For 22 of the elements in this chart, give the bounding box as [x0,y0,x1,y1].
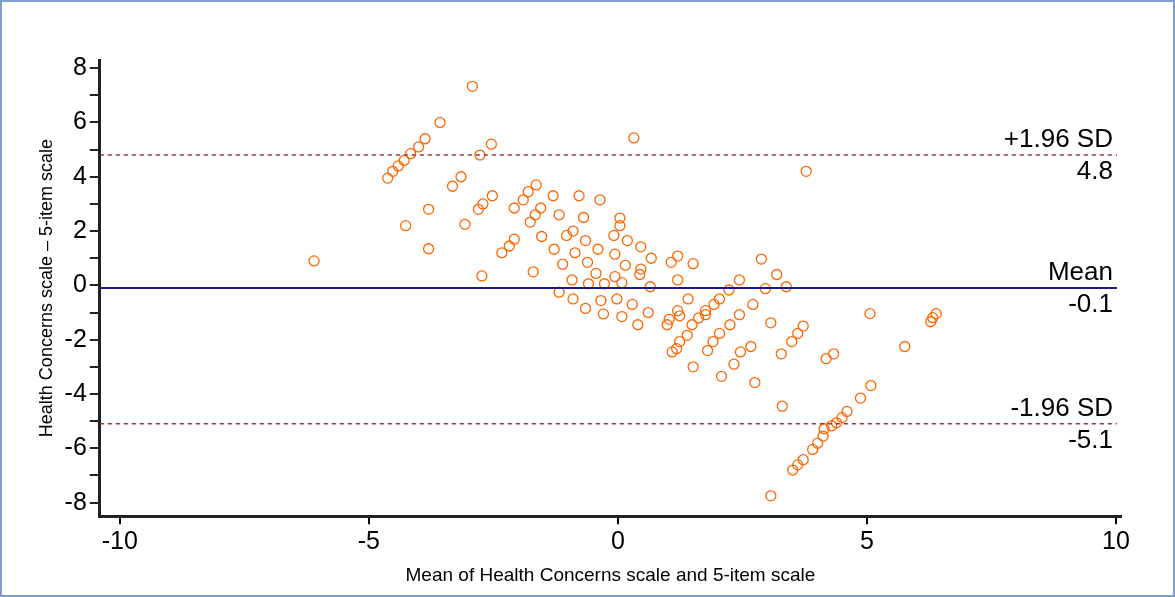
x-tick-label: -5 [357,526,380,555]
ref-line-label: -1.96 SD [1010,392,1113,423]
y-tick-label: 0 [72,269,87,298]
ref-line-label: Mean [1047,256,1113,287]
x-tick-label: 10 [1102,526,1130,555]
ref-line-label: +1.96 SD [1003,123,1113,154]
y-tick-label: 8 [72,52,87,81]
y-axis-title: Health Concerns scale – 5-item scale [35,139,56,438]
annotation: 4.8 [1076,155,1113,186]
x-tick-label: 0 [610,526,625,555]
x-tick-label: 5 [860,526,874,555]
y-tick-label: 2 [72,214,87,243]
x-tick-label: -10 [101,526,138,555]
y-tick-label: 6 [72,106,87,135]
y-tick-label: -8 [64,486,87,515]
y-tick-label: -2 [64,323,87,352]
y-tick-label: 4 [72,160,87,189]
annotation: -5.1 [1068,424,1113,455]
x-axis-title: Mean of Health Concerns scale and 5-item scale [405,563,816,585]
y-tick-label: -6 [64,432,87,461]
annotation: -0.1 [1068,288,1113,319]
y-tick-label: -4 [64,377,87,406]
